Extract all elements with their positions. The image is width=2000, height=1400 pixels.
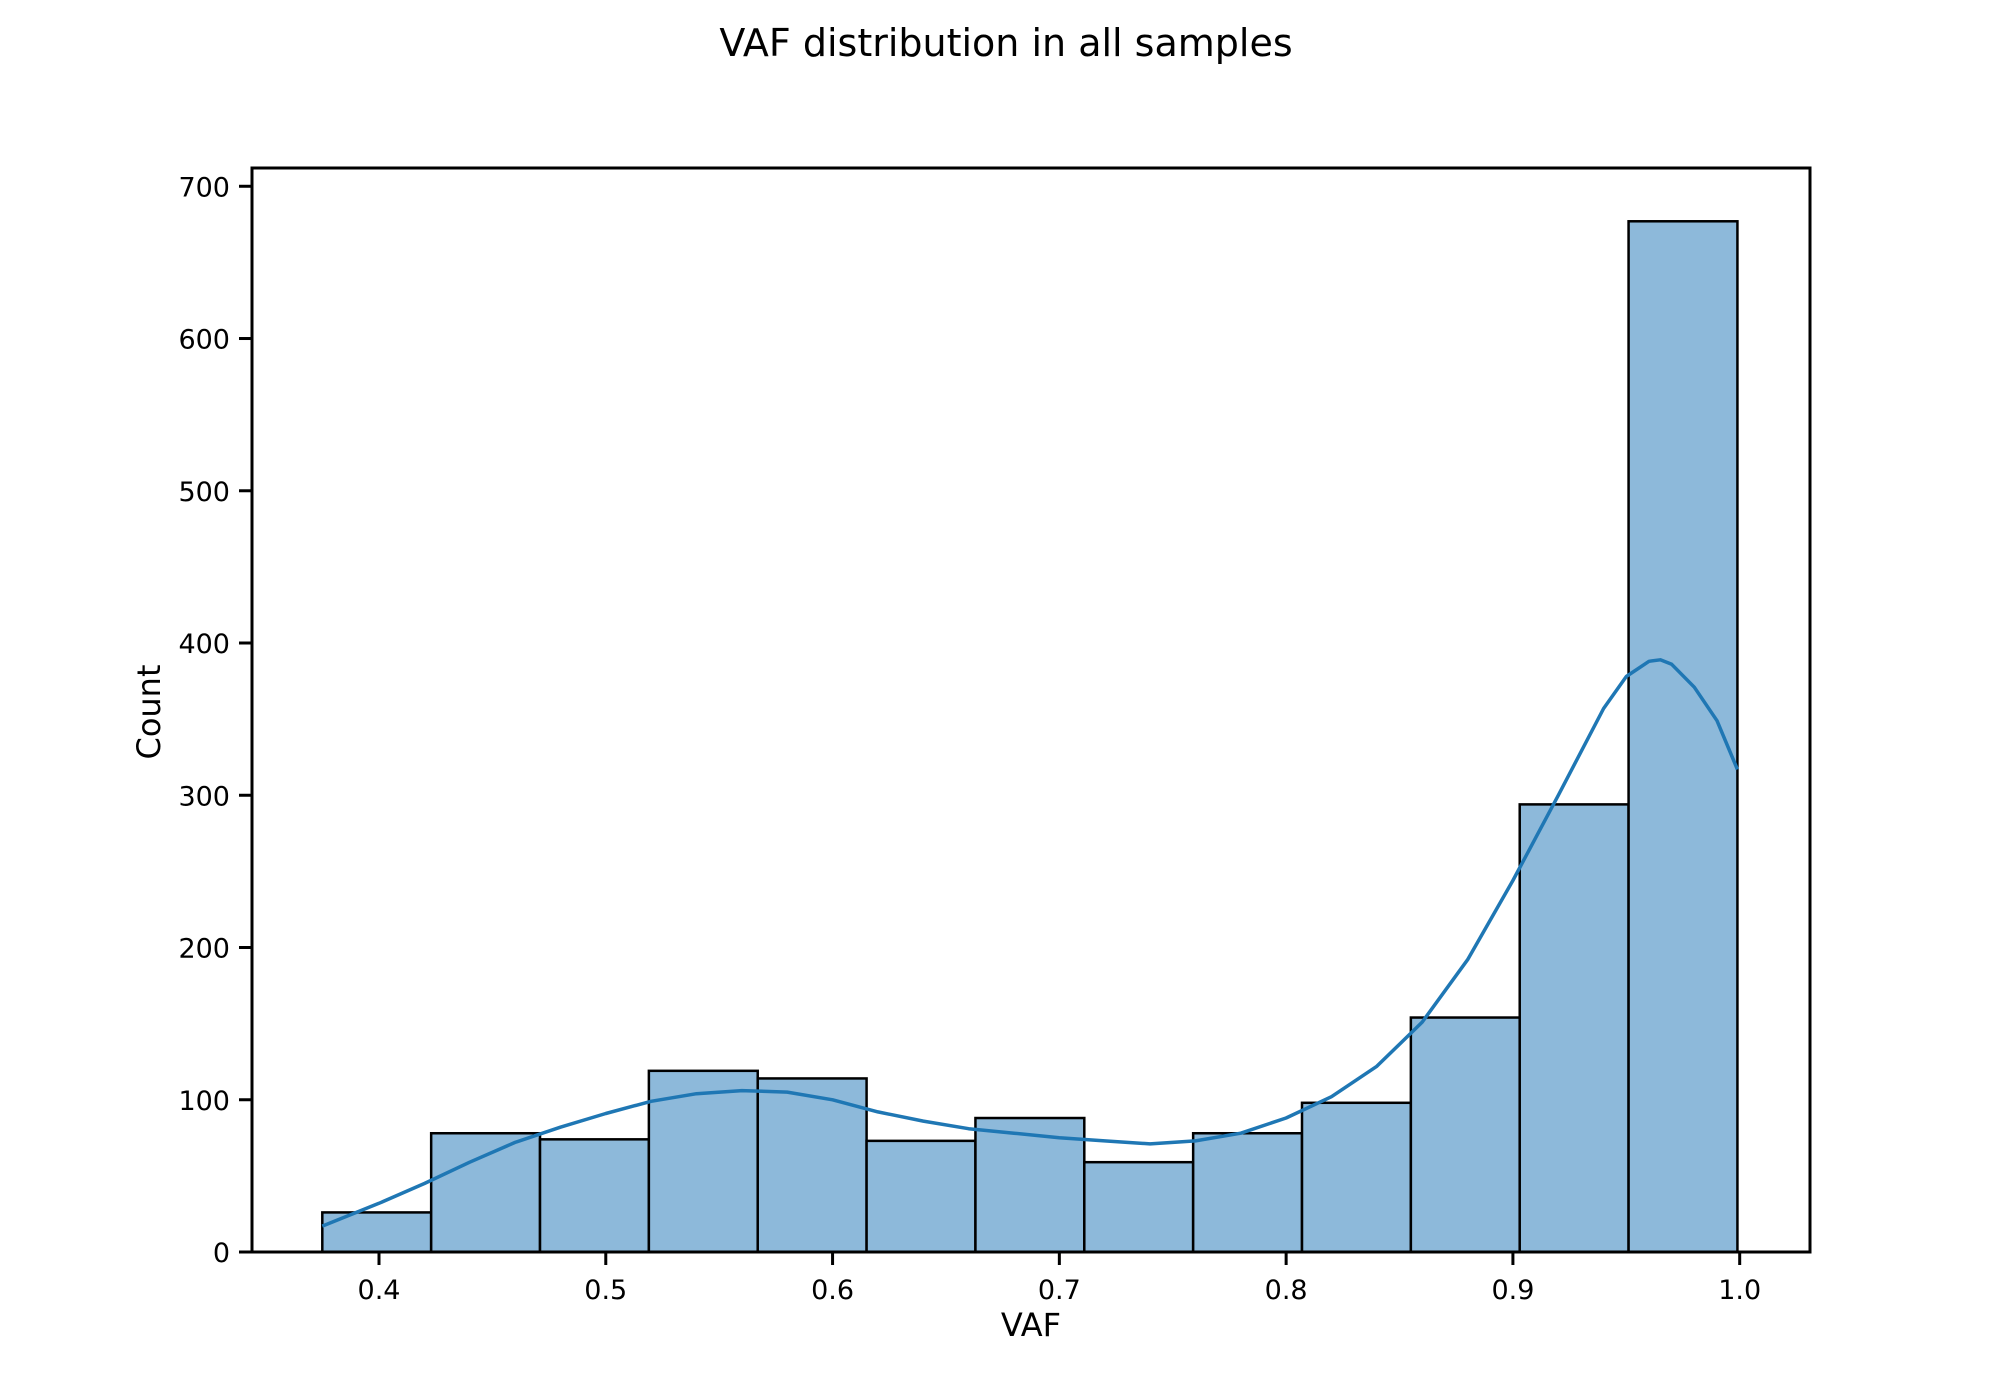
- kde-curve: [321, 658, 1740, 1228]
- x-tick-label: 0.9: [1491, 1275, 1534, 1306]
- histogram-bar-10: [1409, 1016, 1521, 1254]
- y-tick-label: 700: [178, 172, 230, 203]
- y-tick-label: 500: [178, 477, 230, 508]
- histogram-bar-2: [538, 1138, 651, 1254]
- x-axis-ticks: 0.4 0.5 0.6 0.7 0.8 0.9 1.0: [358, 1252, 1761, 1306]
- x-tick-label: 0.4: [358, 1275, 401, 1306]
- y-tick-label: 400: [178, 629, 230, 660]
- x-tick-label: 0.8: [1265, 1275, 1308, 1306]
- y-tick-label: 0: [213, 1238, 230, 1269]
- histogram-bar-11: [1518, 803, 1630, 1254]
- chart-title: VAF distribution in all samples: [719, 21, 1292, 65]
- y-tick-label: 300: [178, 781, 230, 812]
- histogram-bar-8: [1191, 1131, 1304, 1254]
- histogram-bar-12: [1627, 220, 1739, 1254]
- x-tick-label: 0.5: [584, 1275, 627, 1306]
- x-tick-label: 0.7: [1038, 1275, 1081, 1306]
- histogram-bar-9: [1300, 1101, 1413, 1254]
- x-tick-label: 1.0: [1718, 1275, 1761, 1306]
- histogram-bar-5: [865, 1139, 977, 1254]
- y-axis-ticks: 0 100 200 300 400 500 600 700: [178, 172, 252, 1269]
- x-tick-label: 0.6: [811, 1275, 854, 1306]
- histogram-bars: [321, 220, 1739, 1254]
- y-tick-label: 200: [178, 934, 230, 965]
- histogram-bar-7: [1083, 1160, 1195, 1254]
- y-axis-label: Count: [130, 664, 168, 759]
- y-tick-label: 600: [178, 325, 230, 356]
- y-tick-label: 100: [178, 1086, 230, 1117]
- histogram-bar-1: [429, 1131, 542, 1254]
- x-axis-label: VAF: [1001, 1306, 1061, 1344]
- plot-frame: [250, 166, 1812, 1254]
